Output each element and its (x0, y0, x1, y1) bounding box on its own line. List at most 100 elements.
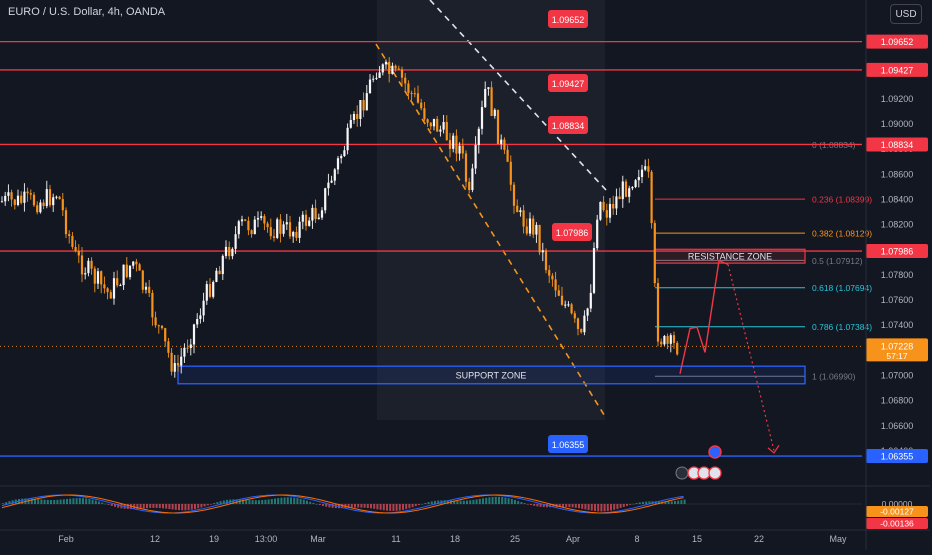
macd-histogram-bar (600, 504, 603, 512)
candle-body (564, 304, 567, 306)
candle-body (71, 236, 74, 248)
macd-histogram-bar (46, 499, 49, 504)
resistance-zone-label: RESISTANCE ZONE (688, 252, 772, 262)
macd-histogram-bar (318, 504, 321, 506)
candle-body (141, 270, 144, 290)
candle-body (77, 251, 80, 256)
level-axis-badge-label: 1.09427 (881, 65, 914, 75)
macd-histogram-bar (427, 502, 430, 504)
level-axis-badge-label: 1.08834 (881, 140, 914, 150)
candle-body (429, 122, 432, 127)
level-callout-label: 1.08834 (552, 121, 585, 131)
macd-histogram-bar (632, 503, 635, 505)
macd-histogram-bar (606, 504, 609, 512)
candle-body (58, 196, 61, 200)
macd-histogram-bar (443, 500, 446, 504)
macd-histogram-bar (338, 504, 340, 509)
candle-body (327, 182, 330, 189)
candle-body (119, 285, 122, 287)
level-axis-badge (866, 34, 928, 49)
macd-histogram-bar (299, 498, 302, 504)
fib-level-label: 0.786 (1.07384) (812, 322, 872, 332)
symbol-title: EURO / U.S. Dollar, 4h, OANDA (8, 6, 166, 18)
candle-body (644, 166, 647, 170)
macd-histogram-bar (376, 504, 379, 510)
candle-body (490, 87, 493, 116)
candle-body (282, 224, 285, 234)
signal-line (1, 494, 684, 514)
macd-histogram-bar (242, 499, 244, 504)
candle-body (500, 139, 503, 144)
candle-body (468, 181, 471, 191)
macd-histogram-bar (178, 504, 180, 511)
candle-body (519, 210, 522, 213)
macd-histogram-bar (78, 498, 81, 504)
y-axis-tick-label: 1.07600 (881, 295, 914, 305)
macd-histogram-bar (152, 504, 155, 508)
candle-body (471, 168, 474, 191)
x-axis-tick-label: Mar (310, 534, 326, 544)
macd-histogram-bar (274, 498, 276, 504)
candle-body (525, 226, 528, 234)
macd-histogram-bar (405, 504, 408, 510)
macd-histogram-bar (245, 499, 248, 504)
candle-body (295, 232, 298, 238)
macd-histogram-bar (558, 504, 561, 507)
channel-lower-line (375, 43, 607, 419)
candle-body (567, 304, 570, 306)
macd-histogram-bar (363, 504, 366, 508)
macd-histogram-bar (11, 500, 14, 504)
candle-body (68, 234, 71, 237)
candle-body (221, 255, 224, 275)
macd-histogram-bar (648, 501, 651, 504)
candle-body (461, 145, 464, 154)
candle-body (324, 188, 327, 211)
candle-body (23, 191, 26, 203)
level-callout-badge (548, 116, 588, 134)
candle-body (634, 180, 637, 188)
candle-body (605, 210, 608, 218)
macd-histogram-bar (491, 497, 494, 504)
macd-histogram-bar (629, 504, 632, 505)
candle-body (522, 210, 525, 227)
x-axis-tick-label: 12 (150, 534, 160, 544)
candle-body (103, 284, 106, 289)
macd-histogram-bar (34, 498, 36, 504)
macd-histogram-bar (408, 504, 411, 509)
macd-histogram-bar (213, 503, 216, 504)
candle-body (455, 135, 458, 154)
candle-body (7, 192, 10, 196)
level-callout-badge (552, 223, 592, 241)
candle-body (368, 79, 372, 94)
macd-histogram-bar (350, 504, 353, 508)
level-callout-badge (548, 10, 588, 28)
candle-body (228, 246, 231, 257)
macd-histogram-bar (210, 504, 212, 505)
candle-body (400, 69, 404, 78)
candle-body (160, 325, 164, 329)
candle-body (48, 189, 52, 206)
macd-histogram-bar (622, 504, 625, 507)
currency-button[interactable]: USD (890, 4, 922, 24)
candle-body (285, 222, 288, 225)
candle-body (404, 77, 407, 84)
macd-histogram-bar (142, 504, 145, 509)
macd-histogram-bar (552, 504, 555, 508)
y-axis-tick-label: 1.06600 (881, 421, 914, 431)
macd-histogram-bar (53, 499, 56, 504)
macd-histogram-bar (283, 497, 286, 504)
candle-body (250, 230, 253, 235)
macd-histogram-bar (379, 504, 382, 510)
macd-histogram-bar (226, 499, 228, 504)
candle-body (452, 135, 455, 149)
level-axis-badge (866, 244, 928, 259)
candle-body (10, 192, 13, 200)
macd-histogram-bar (472, 499, 475, 504)
macd-value-badge (866, 506, 928, 517)
macd-histogram-bar (280, 497, 283, 504)
x-axis-tick-label: 22 (754, 534, 764, 544)
candle-body (573, 313, 576, 319)
macd-histogram-bar (94, 500, 97, 504)
